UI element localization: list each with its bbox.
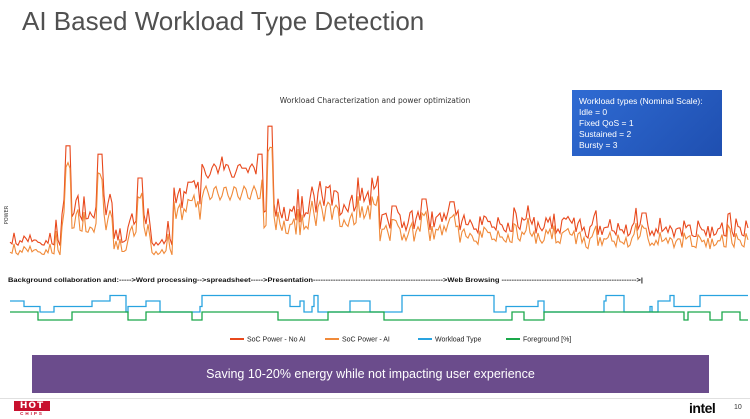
workload-sequence-annotation: Background collaboration and:----->Word … — [8, 277, 643, 284]
energy-saving-text: Saving 10-20% energy while not impacting… — [206, 367, 535, 381]
series-line-workload-type — [10, 294, 748, 313]
legend-label-1: SoC Power - AI — [342, 337, 390, 344]
hot-chips-logo-bottom: CHIPS — [20, 411, 44, 416]
workload-type-fixed-qos: Fixed QoS = 1 — [579, 118, 634, 128]
workload-type-idle: Idle = 0 — [579, 107, 608, 117]
series-line-soc-ai — [9, 146, 749, 256]
workload-type-sustained: Sustained = 2 — [579, 129, 632, 139]
footer-divider — [0, 398, 750, 399]
workload-type-bursty: Bursty = 3 — [579, 140, 618, 150]
chart-title: Workload Characterization and power opti… — [280, 96, 471, 105]
legend-label-0: SoC Power - No AI — [247, 337, 306, 344]
series-line-foreground — [10, 311, 748, 321]
chart-legend: SoC Power - No AI SoC Power - AI Workload … — [230, 337, 571, 344]
energy-saving-banner: Saving 10-20% energy while not impacting… — [32, 355, 709, 393]
legend-label-3: Foreground [%] — [523, 337, 571, 344]
hot-chips-logo: HOT CHIPS — [14, 401, 50, 417]
page-number: 10 — [734, 404, 742, 411]
series-line-soc-no-ai — [9, 125, 749, 247]
slide-title: AI Based Workload Type Detection — [22, 6, 425, 36]
y-axis-label: POWER — [4, 205, 10, 224]
workload-types-box: Workload types (Nominal Scale): Idle = 0… — [572, 90, 722, 156]
intel-logo: intel — [689, 400, 716, 416]
power-chart-svg: Workload Characterization and power opti… — [4, 96, 749, 344]
power-series-group — [9, 125, 749, 256]
legend-label-2: Workload Type — [435, 337, 482, 344]
hot-chips-logo-top: HOT — [14, 401, 50, 411]
workload-types-heading: Workload types (Nominal Scale): — [579, 96, 703, 106]
workload-type-group — [10, 294, 748, 321]
